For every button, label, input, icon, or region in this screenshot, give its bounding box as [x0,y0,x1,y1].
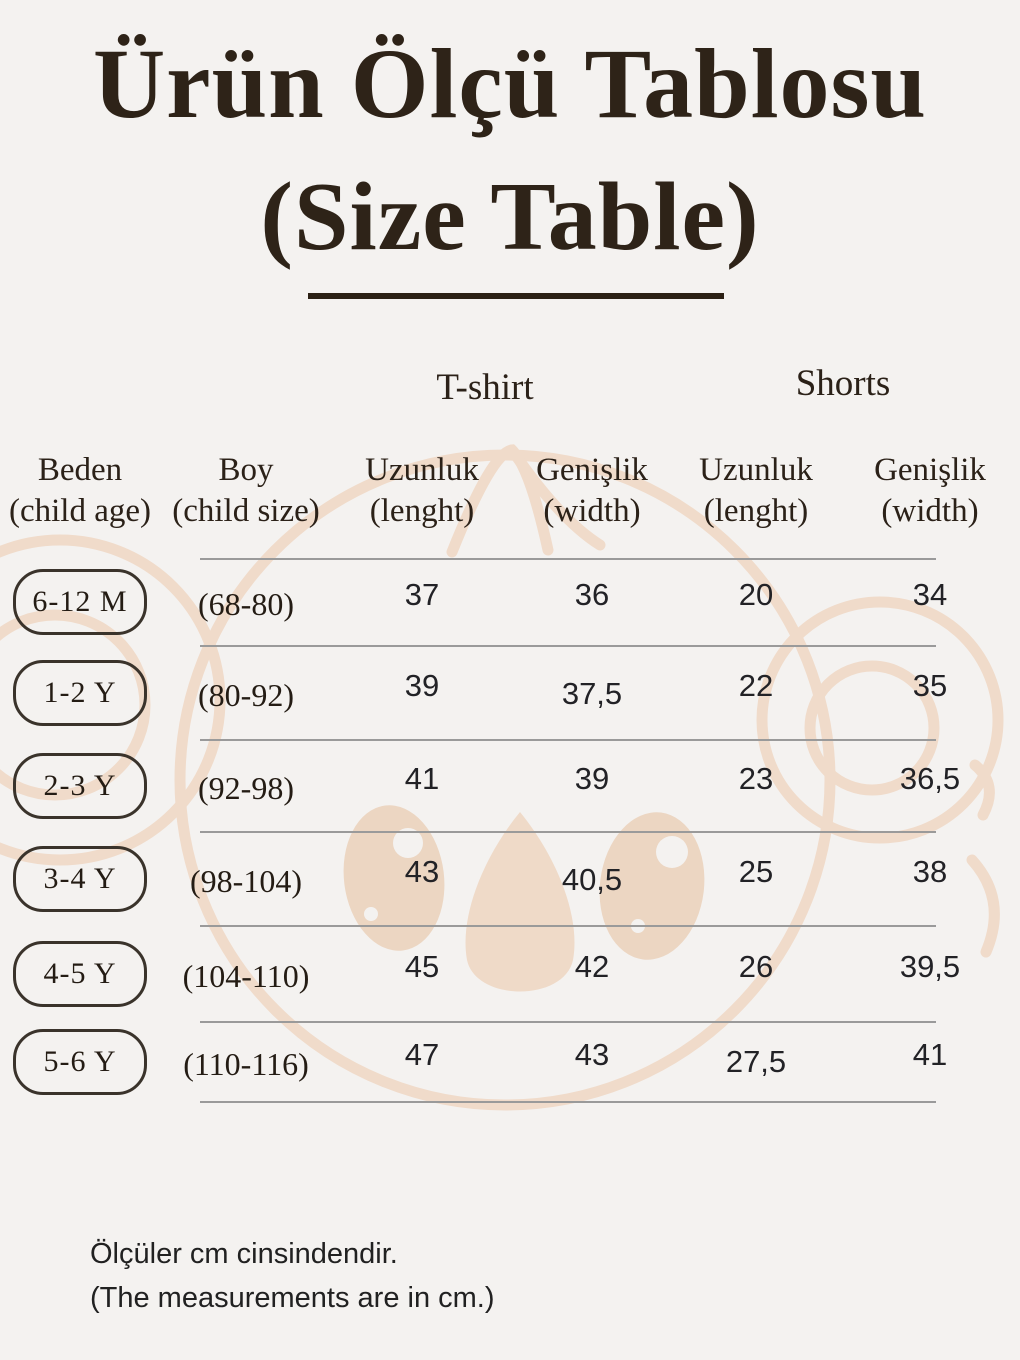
cell-shorts-length: 27,5 [725,1044,787,1079]
cell-tshirt-width: 42 [574,949,610,984]
size-badge: 4-5 Y [13,941,147,1007]
cell-shorts-width: 36,5 [899,761,961,796]
cell-child-size: (110-116) [183,1045,309,1082]
cell-shorts-length: 25 [738,854,774,889]
page-title: Ürün Ölçü Tablosu [92,28,928,139]
size-badge: 3-4 Y [13,846,147,912]
cell-shorts-width: 39,5 [899,949,961,984]
cell-shorts-width: 38 [912,854,948,889]
cell-tshirt-length: 43 [404,854,440,889]
row-divider [200,1101,936,1103]
koala-right-ear-outer [756,596,1004,844]
cell-shorts-length: 20 [738,577,774,612]
cell-child-size: (68-80) [198,585,294,622]
cell-tshirt-length: 41 [404,761,440,796]
cell-shorts-width: 34 [912,577,948,612]
cell-shorts-length: 22 [738,668,774,703]
table-row: 2-3 Y (92-98) 41 39 23 36,5 [0,746,1020,826]
koala-left-ear-outer [0,534,226,866]
row-divider [200,645,936,647]
column-header-tshirt-width: Genişlik (width) [536,452,648,529]
table-row: 4-5 Y (104-110) 45 42 26 39,5 [0,934,1020,1014]
cell-tshirt-width: 43 [574,1037,610,1072]
row-divider [200,739,936,741]
cell-age: 4-5 Y [0,941,160,1007]
cell-tshirt-length: 45 [404,949,440,984]
koala-left-eye-glint [364,907,378,921]
size-badge: 6-12 M [13,569,147,635]
table-row: 1-2 Y (80-92) 39 37,5 22 35 [0,653,1020,733]
column-header-age: Beden (child age) [8,452,151,529]
size-badge: 1-2 Y [13,660,147,726]
cell-shorts-width: 41 [912,1037,948,1072]
koala-left-eye-highlight [393,828,423,858]
column-headers: Beden (child age) Boy (child size) Uzunl… [0,450,1020,532]
koala-nose [465,812,575,992]
title-underline [308,293,724,299]
cell-shorts-width: 35 [912,668,948,703]
cell-child-size: (80-92) [198,676,294,713]
cell-age: 3-4 Y [0,846,160,912]
cell-child-size: (92-98) [198,769,294,806]
column-header-shorts-width: Genişlik (width) [874,452,986,529]
koala-right-ear-inner [804,660,940,796]
size-badge: 5-6 Y [13,1029,147,1095]
cell-tshirt-width: 40,5 [561,862,623,897]
cell-age: 5-6 Y [0,1029,160,1095]
row-divider [200,558,936,560]
cell-tshirt-length: 47 [404,1037,440,1072]
cell-tshirt-length: 39 [404,668,440,703]
column-header-size: Boy (child size) [172,452,320,529]
cell-child-size: (98-104) [190,862,302,899]
row-divider [200,1021,936,1023]
column-header-tshirt-length: Uzunluk (lenght) [365,452,479,529]
column-header-shorts-length: Uzunluk (lenght) [699,452,813,529]
cell-shorts-length: 23 [738,761,774,796]
koala-curl [966,854,1000,958]
measurement-note: Ölçüler cm cinsindendir. (The measuremen… [90,1232,790,1320]
table-row: 3-4 Y (98-104) 43 40,5 25 38 [0,839,1020,919]
table-row: 6-12 M (68-80) 37 36 20 34 [0,562,1020,642]
page-subtitle: (Size Table) [260,163,760,271]
row-divider [200,831,936,833]
cell-tshirt-width: 37,5 [561,676,623,711]
size-badge: 2-3 Y [13,753,147,819]
cell-shorts-length: 26 [738,949,774,984]
group-label-tshirt: T-shirt [436,367,534,408]
measurement-note-en: (The measurements are in cm.) [90,1282,495,1314]
cell-tshirt-width: 36 [574,577,610,612]
measurement-note-tr: Ölçüler cm cinsindendir. [90,1238,398,1270]
koala-leaf-stem [506,444,606,551]
group-label-shorts: Shorts [795,363,891,404]
cell-age: 6-12 M [0,569,160,635]
table-row: 5-6 Y (110-116) 47 43 27,5 41 [0,1022,1020,1102]
koala-right-ear-notch [969,759,995,821]
cell-age: 2-3 Y [0,753,160,819]
cell-age: 1-2 Y [0,660,160,726]
row-divider [200,925,936,927]
koala-right-eye-highlight [656,836,688,868]
cell-child-size: (104-110) [182,957,310,994]
cell-tshirt-length: 37 [404,577,440,612]
cell-tshirt-width: 39 [574,761,610,796]
